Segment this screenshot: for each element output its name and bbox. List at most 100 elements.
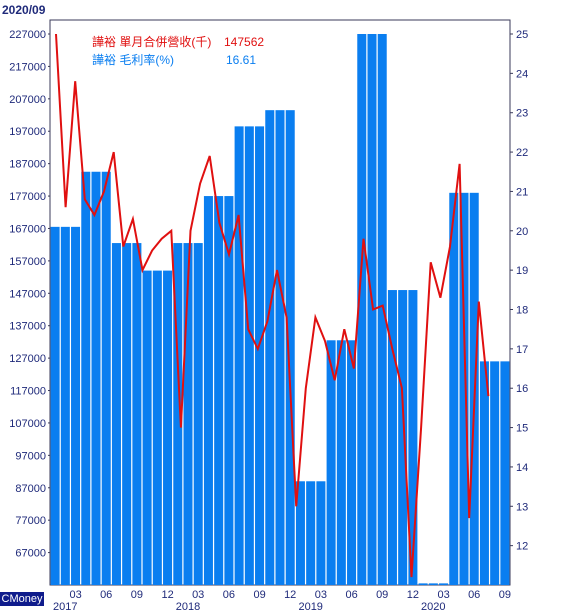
- legend-revenue-name: 譁裕 單月合併營收(千): [92, 34, 211, 49]
- revenue-bar: [490, 361, 500, 585]
- right-axis-tick-label: 15: [516, 423, 528, 435]
- x-axis-month-label: 03: [315, 589, 327, 601]
- revenue-bar: [387, 290, 397, 585]
- revenue-bar: [439, 583, 449, 585]
- x-axis-year-label: 2019: [298, 601, 322, 612]
- revenue-bar: [479, 361, 489, 585]
- left-axis-tick-label: 97000: [15, 450, 46, 462]
- left-axis-tick-label: 217000: [9, 61, 46, 73]
- x-axis-year-label: 2017: [53, 601, 77, 612]
- revenue-bar: [285, 110, 295, 586]
- revenue-bar: [60, 226, 70, 585]
- revenue-bar: [183, 243, 193, 585]
- revenue-bar: [347, 340, 357, 585]
- x-axis-month-label: 03: [437, 589, 449, 601]
- right-axis-ticks: 25 24 23 22 21 20 19 18 17 16 15 14 13 12: [510, 29, 528, 553]
- right-axis-tick-label: 20: [516, 226, 528, 238]
- right-axis-tick-label: 12: [516, 541, 528, 553]
- left-axis-tick-label: 107000: [9, 418, 46, 430]
- left-axis-tick-label: 207000: [9, 94, 46, 106]
- revenue-bar: [91, 171, 101, 585]
- right-axis-tick-label: 17: [516, 344, 528, 356]
- left-axis-tick-label: 197000: [9, 126, 46, 138]
- revenue-bar: [398, 290, 408, 585]
- left-axis-tick-label: 137000: [9, 321, 46, 333]
- legend-margin-value: 16.61: [226, 53, 256, 67]
- legend-margin-name: 譁裕 毛利率(%): [92, 52, 174, 67]
- right-axis-tick-label: 13: [516, 501, 528, 513]
- right-axis-tick-label: 14: [516, 462, 528, 474]
- right-axis-tick-label: 22: [516, 147, 528, 159]
- revenue-bar: [449, 192, 459, 585]
- x-axis-month-label: 06: [100, 589, 112, 601]
- report-date-label: 2020/09: [2, 3, 46, 17]
- legend-revenue-value: 147562: [224, 35, 264, 49]
- revenue-bar: [71, 226, 81, 585]
- left-axis-tick-label: 187000: [9, 159, 46, 171]
- right-axis-tick-label: 24: [516, 68, 528, 80]
- left-axis-tick-label: 147000: [9, 288, 46, 300]
- revenue-bar: [295, 481, 305, 585]
- left-axis-tick-label: 117000: [10, 386, 46, 398]
- revenue-bar: [255, 126, 265, 586]
- left-axis-tick-label: 227000: [9, 29, 46, 41]
- left-axis-tick-label: 167000: [9, 224, 46, 236]
- revenue-bar: [459, 192, 469, 585]
- margin-line: [55, 33, 490, 578]
- revenue-bar: [173, 243, 183, 585]
- right-axis-tick-label: 23: [516, 108, 528, 120]
- x-axis-month-label: 09: [131, 589, 143, 601]
- revenue-bar: [163, 270, 173, 585]
- x-axis-month-label: 09: [499, 589, 511, 601]
- revenue-bar: [367, 34, 377, 585]
- revenue-bar: [214, 196, 224, 585]
- revenue-bar: [316, 481, 326, 585]
- left-axis-tick-label: 157000: [9, 256, 46, 268]
- x-axis-month-label: 06: [345, 589, 357, 601]
- revenue-bar: [111, 243, 121, 585]
- left-axis-tick-label: 87000: [15, 483, 46, 495]
- revenue-bar: [152, 270, 162, 585]
- revenue-bar: [234, 126, 244, 586]
- revenue-bar: [122, 243, 132, 585]
- revenue-bar: [244, 126, 254, 586]
- x-axis-month-label: 03: [69, 589, 81, 601]
- revenue-bar: [50, 226, 60, 585]
- left-axis-ticks: 227000 217000 207000 197000 187000 177000 1670…: [9, 29, 50, 560]
- revenue-bar: [275, 110, 285, 586]
- right-axis-tick-label: 18: [516, 305, 528, 317]
- revenue-bar: [377, 34, 387, 585]
- right-axis-tick-label: 16: [516, 383, 528, 395]
- legend: 譁裕 單月合併營收(千) 147562 譁裕 毛利率(%) 16.61: [92, 34, 264, 67]
- revenue-bar: [132, 243, 142, 585]
- right-axis-tick-label: 21: [516, 186, 528, 198]
- cmoney-logo: CMoney: [0, 592, 44, 606]
- revenue-bar: [306, 481, 316, 585]
- right-axis-tick-label: 25: [516, 29, 528, 41]
- x-axis-month-label: 09: [253, 589, 265, 601]
- revenue-bar: [357, 34, 367, 585]
- left-axis-tick-label: 177000: [9, 191, 46, 203]
- x-axis-ticks: 03 06 09 12 03 06 09 12 03 06 09 12 03 06 09 2017 2018 20…: [53, 589, 511, 612]
- x-axis-month-label: 12: [407, 589, 419, 601]
- left-axis-tick-label: 127000: [9, 353, 46, 365]
- x-axis-month-label: 06: [468, 589, 480, 601]
- revenue-bar: [224, 196, 234, 585]
- revenue-bar: [81, 171, 91, 585]
- revenue-bar: [408, 290, 418, 585]
- revenue-bar: [265, 110, 275, 586]
- left-axis-tick-label: 67000: [15, 548, 46, 560]
- revenue-bar: [500, 361, 510, 585]
- revenue-bar: [428, 583, 438, 585]
- revenue-bar: [101, 171, 111, 585]
- revenue-bar: [418, 583, 428, 585]
- left-axis-tick-label: 77000: [15, 515, 46, 527]
- revenue-bar: [336, 340, 346, 585]
- revenue-bar: [193, 243, 203, 585]
- x-axis-month-label: 03: [192, 589, 204, 601]
- revenue-bar: [326, 340, 336, 585]
- revenue-bars: [50, 34, 510, 586]
- right-axis-tick-label: 19: [516, 265, 528, 277]
